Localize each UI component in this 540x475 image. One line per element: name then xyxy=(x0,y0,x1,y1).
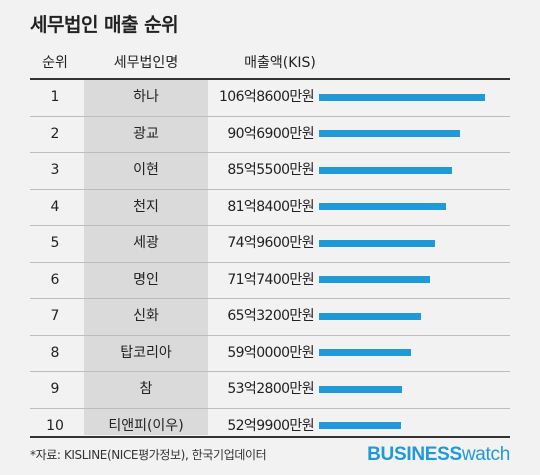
rank-label: 10 xyxy=(46,417,64,434)
firm-name: 광교 xyxy=(133,125,159,142)
sales-bar xyxy=(319,93,485,101)
rank-label: 4 xyxy=(50,198,60,215)
table-row: 9 참 53억2800만원 xyxy=(30,372,510,409)
firm-name: 하나 xyxy=(133,89,159,105)
sales-bar xyxy=(319,349,411,356)
table-row: 3 이현 85억5500만원 xyxy=(30,153,510,190)
firm-name: 티앤피(이우) xyxy=(108,417,184,434)
header-rank: 순위 xyxy=(42,55,68,71)
sales-value-label: 71억7400만원 xyxy=(227,271,314,288)
firm-name: 신화 xyxy=(133,308,159,324)
rank-label: 8 xyxy=(50,344,60,361)
rank-label: 1 xyxy=(50,89,60,105)
logo-watch: watch xyxy=(461,444,510,465)
table-row: 4 천지 81억8400만원 xyxy=(30,190,510,226)
header-firm: 세무법인명 xyxy=(113,55,179,71)
rank-label: 6 xyxy=(50,271,60,288)
firm-name: 천지 xyxy=(133,198,159,215)
rank-label: 2 xyxy=(50,125,60,142)
firm-name: 세광 xyxy=(133,235,159,251)
table-row: 2 광교 90억6900만원 xyxy=(30,117,510,153)
sales-bar xyxy=(319,203,447,210)
business-watch-logo: BUSINESSwatch xyxy=(367,444,510,466)
sales-value-label: 81억8400만원 xyxy=(227,198,314,215)
footer-divider xyxy=(30,436,510,438)
sales-value-label: 52억9900만원 xyxy=(227,417,314,434)
sales-bar xyxy=(319,312,421,320)
firm-name: 참 xyxy=(139,381,153,397)
table-header: 순위 세무법인명 매출액(KIS) xyxy=(30,46,510,80)
rank-label: 5 xyxy=(50,235,60,251)
rank-label: 7 xyxy=(50,308,60,324)
sales-bar xyxy=(319,239,436,247)
header-sales: 매출액(KIS) xyxy=(244,55,316,71)
ranking-table: 1 하나 106억8600만원 2 광교 90억6900만원 3 이현 85억5500만원 4 천지… xyxy=(30,80,510,444)
table-row: 8 탑코리아 59억0000만원 xyxy=(30,336,510,372)
table-row: 7 신화 65억3200만원 xyxy=(30,299,510,336)
table-row: 6 명인 71억7400만원 xyxy=(30,263,510,299)
firm-column-band xyxy=(84,80,208,435)
sales-value-label: 85억5500만원 xyxy=(227,162,314,178)
table-row: 5 세광 74억9600만원 xyxy=(30,226,510,263)
sales-value-label: 53억2800만원 xyxy=(227,381,314,397)
sales-value-label: 74억9600만원 xyxy=(227,235,314,251)
table-row: 1 하나 106억8600만원 xyxy=(30,80,510,117)
rank-label: 9 xyxy=(50,381,60,397)
sales-value-label: 65억3200만원 xyxy=(227,308,314,324)
sales-bar xyxy=(319,130,460,137)
logo-business: BUSINESS xyxy=(367,444,462,465)
sales-bar xyxy=(319,166,452,174)
sales-value-label: 90억6900만원 xyxy=(227,125,314,142)
sales-bar xyxy=(319,385,402,393)
sales-bar xyxy=(319,276,431,283)
firm-name: 이현 xyxy=(133,162,159,178)
chart-title: 세무법인 매출 순위 xyxy=(30,14,179,36)
sales-value-label: 106억8600만원 xyxy=(219,89,315,105)
table-row: 10 티앤피(이우) 52억9900만원 xyxy=(30,409,510,445)
sales-value-label: 59억0000만원 xyxy=(227,344,314,361)
firm-name: 명인 xyxy=(133,271,159,288)
sales-bar xyxy=(319,422,402,429)
firm-name: 탑코리아 xyxy=(120,344,172,361)
rank-label: 3 xyxy=(50,162,60,178)
source-note: *자료: KISLINE(NICE평가정보), 한국기업데이터 xyxy=(30,448,267,462)
